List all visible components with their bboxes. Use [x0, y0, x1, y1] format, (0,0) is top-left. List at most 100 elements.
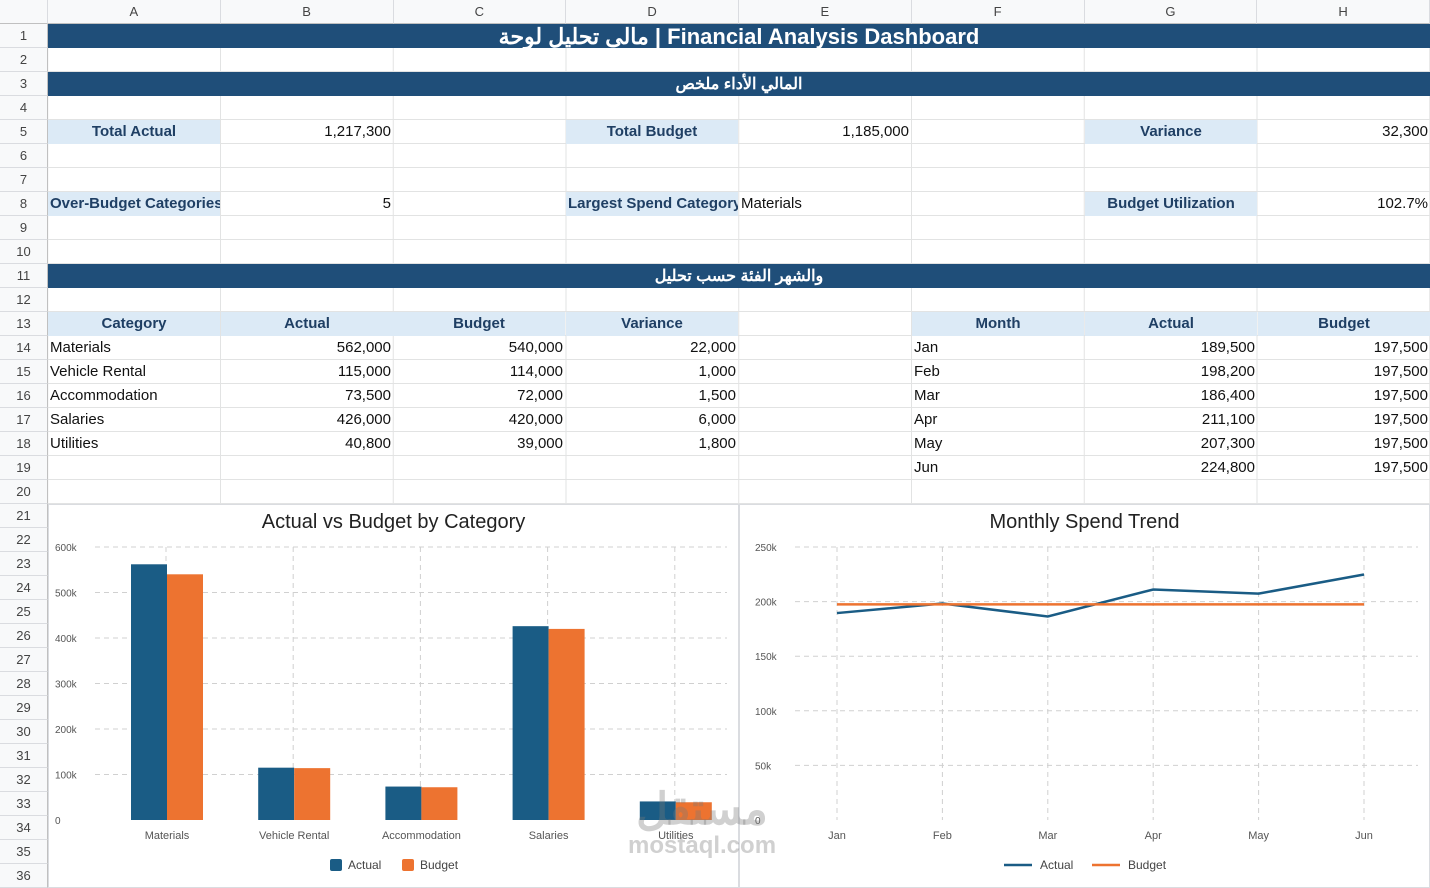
month-table-cell[interactable]: 198,200 — [1200, 363, 1255, 380]
bar-budget — [421, 787, 458, 820]
month-table-cell[interactable]: 197,500 — [1373, 435, 1428, 452]
month-table-cell[interactable]: 207,300 — [1200, 435, 1255, 452]
month-table-cell[interactable]: 197,500 — [1373, 387, 1428, 404]
category-table-cell[interactable]: 6,000 — [698, 411, 736, 428]
month-table-cell[interactable]: 197,500 — [1373, 363, 1428, 380]
line-chart-y-tick: 200k — [755, 598, 778, 609]
row-header-7[interactable]: 7 — [0, 168, 48, 192]
column-header-f[interactable]: F — [911, 0, 1085, 24]
row-header-12[interactable]: 12 — [0, 288, 48, 312]
month-table-cell[interactable]: Mar — [914, 387, 940, 404]
column-header-e[interactable]: E — [739, 0, 912, 24]
category-table-cell[interactable]: 115,000 — [337, 363, 391, 380]
category-table-cell[interactable]: 426,000 — [336, 411, 391, 428]
category-table-cell[interactable]: 540,000 — [508, 339, 563, 356]
category-table-cell[interactable]: Materials — [50, 339, 111, 356]
category-table-cell[interactable]: 39,000 — [517, 435, 563, 452]
variance-value[interactable]: 32,300 — [1382, 123, 1428, 140]
month-table-cell[interactable]: 186,400 — [1200, 387, 1255, 404]
row-header-9[interactable]: 9 — [0, 216, 48, 240]
row-header-11[interactable]: 11 — [0, 264, 48, 288]
month-table-cell[interactable]: May — [914, 435, 943, 452]
row-header-32[interactable]: 32 — [0, 768, 48, 792]
bar-chart-y-tick: 300k — [55, 680, 78, 691]
category-table-cell[interactable]: 22,000 — [690, 339, 736, 356]
largest-spend-value[interactable]: Materials — [741, 195, 802, 212]
column-header-b[interactable]: B — [220, 0, 394, 24]
month-table-cell[interactable]: Jan — [914, 339, 939, 356]
row-header-26[interactable]: 26 — [0, 624, 48, 648]
month-table-cell[interactable]: 189,500 — [1200, 339, 1255, 356]
category-table-cell[interactable]: 114,000 — [509, 363, 563, 380]
category-table-cell[interactable]: Vehicle Rental — [50, 363, 146, 380]
category-table-cell[interactable]: 420,000 — [508, 411, 563, 428]
row-header-23[interactable]: 23 — [0, 552, 48, 576]
row-header-6[interactable]: 6 — [0, 144, 48, 168]
total-actual-label: Total Actual — [48, 120, 220, 144]
row-header-8[interactable]: 8 — [0, 192, 48, 216]
category-table-cell[interactable]: 562,000 — [336, 339, 391, 356]
row-header-27[interactable]: 27 — [0, 648, 48, 672]
month-table-cell[interactable]: 197,500 — [1373, 339, 1428, 356]
row-header-5[interactable]: 5 — [0, 120, 48, 144]
over-budget-value[interactable]: 5 — [382, 195, 391, 212]
month-table-cell[interactable]: 211,100 — [1201, 411, 1255, 428]
month-table-cell[interactable]: 197,500 — [1373, 459, 1428, 476]
row-header-10[interactable]: 10 — [0, 240, 48, 264]
row-header-21[interactable]: 21 — [0, 504, 48, 528]
month-table-cell[interactable]: 224,800 — [1200, 459, 1255, 476]
line-chart-title: Monthly Spend Trend — [989, 511, 1180, 533]
month-table-cell[interactable]: Jun — [914, 459, 939, 476]
row-header-13[interactable]: 13 — [0, 312, 48, 336]
row-header-15[interactable]: 15 — [0, 360, 48, 384]
category-table-cell[interactable]: 1,500 — [698, 387, 736, 404]
column-header-c[interactable]: C — [393, 0, 567, 24]
row-header-20[interactable]: 20 — [0, 480, 48, 504]
row-header-36[interactable]: 36 — [0, 864, 48, 888]
row-header-31[interactable]: 31 — [0, 744, 48, 768]
row-header-29[interactable]: 29 — [0, 696, 48, 720]
row-header-22[interactable]: 22 — [0, 528, 48, 552]
row-header-16[interactable]: 16 — [0, 384, 48, 408]
column-header-h[interactable]: H — [1257, 0, 1430, 24]
row-header-34[interactable]: 34 — [0, 816, 48, 840]
row-header-28[interactable]: 28 — [0, 672, 48, 696]
row-header-4[interactable]: 4 — [0, 96, 48, 120]
row-header-1[interactable]: 1 — [0, 24, 48, 48]
month-table-cell[interactable]: Feb — [914, 363, 940, 380]
bar-actual — [639, 801, 676, 820]
category-table-cell[interactable]: 73,500 — [345, 387, 391, 404]
row-header-30[interactable]: 30 — [0, 720, 48, 744]
row-header-14[interactable]: 14 — [0, 336, 48, 360]
category-table-cell[interactable]: Utilities — [50, 435, 99, 452]
month-table-cell[interactable]: 197,500 — [1373, 411, 1428, 428]
line-chart-x-tick: Jan — [828, 830, 846, 842]
column-header-a[interactable]: A — [48, 0, 221, 24]
budget-utilization-value[interactable]: 102.7% — [1377, 195, 1428, 212]
total-budget-value[interactable]: 1,185,000 — [842, 123, 909, 140]
column-header-g[interactable]: G — [1084, 0, 1258, 24]
category-table-cell[interactable]: 40,800 — [345, 435, 391, 452]
row-header-35[interactable]: 35 — [0, 840, 48, 864]
column-header-corner[interactable] — [0, 0, 48, 24]
row-header-25[interactable]: 25 — [0, 600, 48, 624]
category-table-cell[interactable]: Accommodation — [50, 387, 158, 404]
category-table-cell[interactable]: 1,000 — [698, 363, 736, 380]
category-table-cell[interactable]: 1,800 — [698, 435, 736, 452]
category-table-cell[interactable]: Salaries — [50, 411, 105, 428]
watermark: مستقل mostaql.com — [628, 788, 776, 860]
line-chart-x-tick: Jun — [1355, 830, 1373, 842]
row-header-19[interactable]: 19 — [0, 456, 48, 480]
row-header-18[interactable]: 18 — [0, 432, 48, 456]
row-header-2[interactable]: 2 — [0, 48, 48, 72]
row-header-24[interactable]: 24 — [0, 576, 48, 600]
row-header-17[interactable]: 17 — [0, 408, 48, 432]
category-table-cell[interactable]: 72,000 — [517, 387, 563, 404]
line-chart-container[interactable]: Monthly Spend Trend 0 50k 100k 150k 200k 250k… — [739, 504, 1430, 888]
row-header-3[interactable]: 3 — [0, 72, 48, 96]
total-actual-value[interactable]: 1,217,300 — [324, 123, 391, 140]
column-header-d[interactable]: D — [566, 0, 739, 24]
row-header-33[interactable]: 33 — [0, 792, 48, 816]
month-table-cell[interactable]: Apr — [914, 411, 938, 428]
bar-chart-container[interactable]: Actual vs Budget by Category 0 100k 200k 30… — [48, 504, 739, 888]
